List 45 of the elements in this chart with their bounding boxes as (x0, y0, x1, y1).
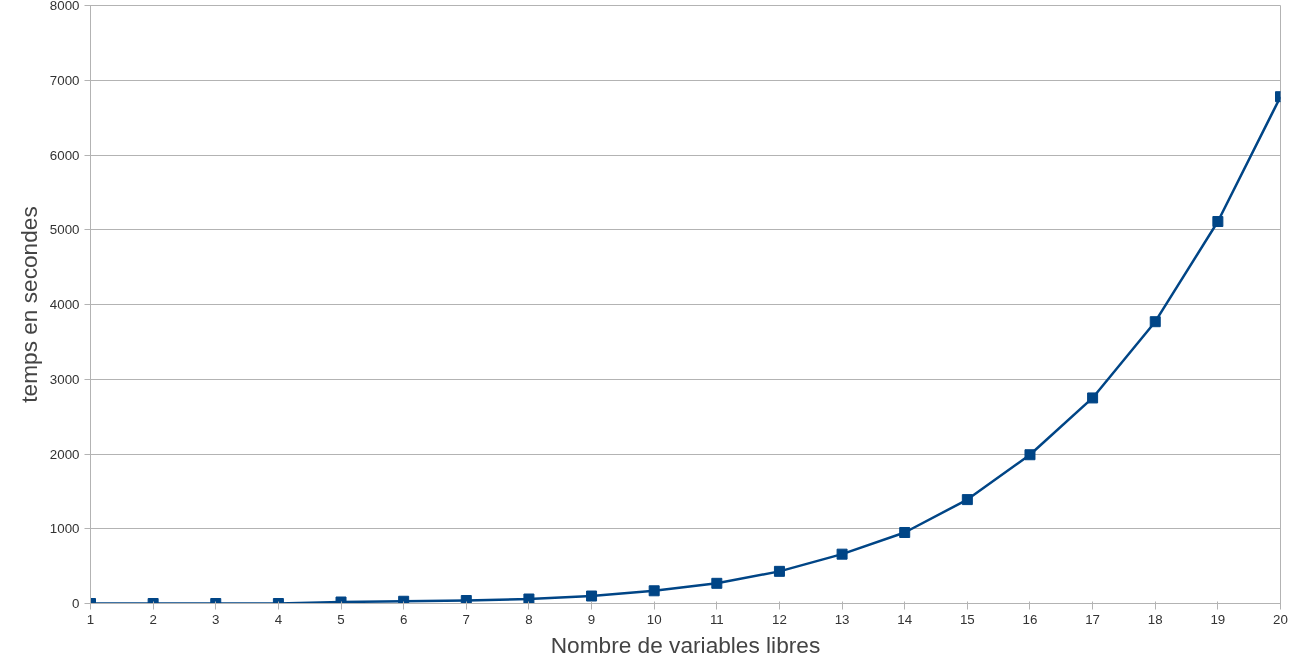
point (711, 577, 723, 589)
x-tick-label: 17 (1085, 611, 1101, 627)
point (899, 526, 911, 538)
x-tick-label: 6 (399, 611, 408, 627)
y-tick-label: 5000 (49, 222, 80, 238)
y-axis-title: temps en secondes (15, 206, 42, 403)
x-tick-label: 9 (587, 611, 596, 627)
x-tick-label: 10 (646, 611, 662, 627)
x-tick-label: 19 (1210, 611, 1226, 627)
point (773, 565, 785, 577)
x-tick-label: 5 (337, 611, 345, 627)
y-tick-label: 8000 (49, 0, 80, 13)
point (1149, 316, 1161, 328)
x-tick-label: 8 (525, 611, 533, 627)
point (523, 593, 535, 604)
y-tick-label: 0 (72, 596, 80, 611)
point (1087, 392, 1099, 404)
y-tick-label: 3000 (49, 371, 80, 387)
x-tick-label: 14 (897, 611, 913, 627)
x-tick-label: 18 (1147, 611, 1163, 627)
x-tick-label: 16 (1022, 611, 1038, 627)
x-tick-label: 20 (1273, 611, 1288, 627)
point (1212, 216, 1224, 228)
x-tick-label: 7 (462, 611, 471, 627)
point (961, 494, 973, 506)
x-tick-label: 12 (772, 611, 787, 627)
point (648, 585, 660, 597)
y-tick-label: 1000 (49, 521, 80, 537)
point (836, 548, 848, 560)
point (460, 595, 472, 604)
x-tick-label: 1 (86, 611, 95, 627)
x-tick-label: 15 (959, 611, 975, 627)
point (1024, 449, 1036, 461)
x-tick-label: 2 (149, 611, 157, 627)
y-tick-label: 6000 (49, 147, 80, 163)
y-tick-label: 4000 (49, 297, 80, 312)
x-tick-label: 4 (274, 611, 283, 627)
y-tick-label: 2000 (49, 446, 80, 462)
point (586, 590, 598, 602)
x-axis-title: Nombre de variables libres (550, 631, 821, 658)
x-tick-label: 11 (709, 611, 724, 627)
x-tick-label: 3 (212, 611, 220, 627)
y-tick-label: 7000 (49, 72, 80, 88)
point (398, 595, 410, 604)
x-tick-label: 13 (834, 611, 850, 627)
